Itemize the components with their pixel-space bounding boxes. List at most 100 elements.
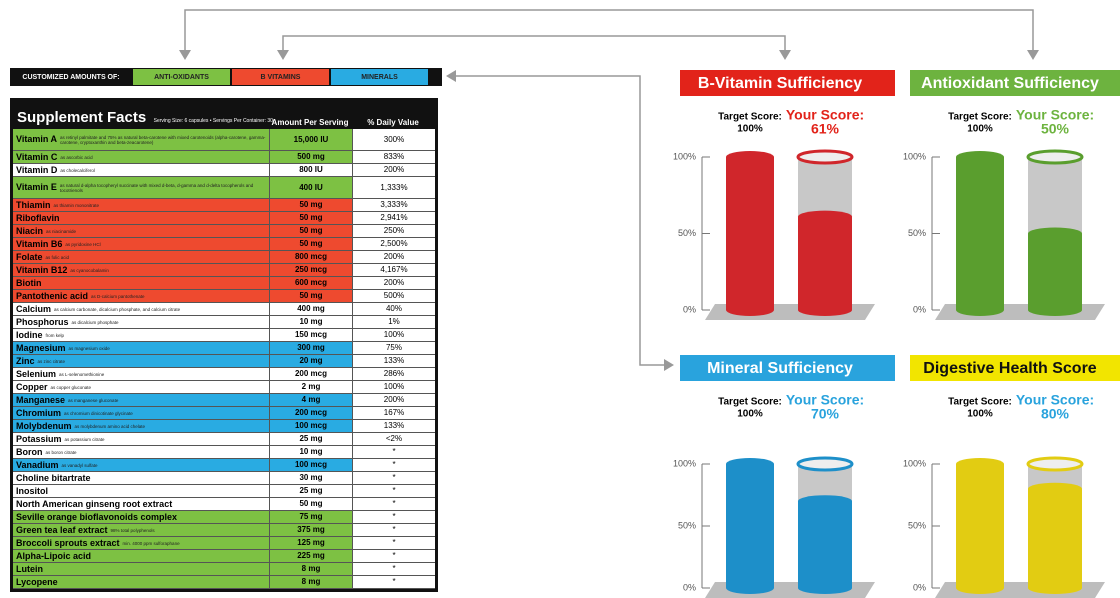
nutrient-cell: Broccoli sprouts extractmin. 4000 ppm su… [13, 537, 269, 549]
score-cylinder-cap [798, 495, 852, 507]
nutrient-note: 98% total polyphenols [111, 528, 155, 533]
nutrient-name: Green tea leaf extract [16, 526, 108, 535]
gauge-title: Digestive Health Score [923, 360, 1097, 377]
score-cylinder [1028, 489, 1082, 588]
glass-rim [798, 458, 852, 470]
amount-cell: 200 mcg [269, 368, 353, 380]
column-header: % Daily Value [351, 118, 435, 127]
nutrient-name: Lutein [16, 565, 43, 574]
nutrient-name: Seville orange bioflavonoids complex [16, 513, 177, 522]
gauge-title: Mineral Sufficiency [707, 360, 853, 377]
nutrient-name: Chromium [16, 409, 61, 418]
amount-cell: 50 mg [269, 290, 353, 302]
daily-value-cell: 75% [353, 342, 435, 354]
amount-cell: 75 mg [269, 511, 353, 523]
connector [185, 10, 1033, 52]
nutrient-cell: Boronas boron citrate [13, 446, 269, 458]
table-row: Vitamin B12as cyanocobalamin250 mcg4,167… [13, 264, 435, 277]
nutrient-name: Choline bitartrate [16, 474, 91, 483]
header-title-cell: Supplement Facts Serving Size: 6 capsule… [13, 109, 269, 127]
score-cylinder-cap [1028, 228, 1082, 240]
tick-label: 0% [913, 582, 926, 592]
nutrient-name: Copper [16, 383, 48, 392]
amount-cell: 8 mg [269, 576, 353, 588]
legend-item: MINERALS [331, 69, 428, 85]
target-value: 100% [967, 409, 993, 420]
daily-value-cell: 3,333% [353, 199, 435, 211]
nutrient-name: Calcium [16, 305, 51, 314]
nutrient-name: Zinc [16, 357, 35, 366]
nutrient-cell: Riboflavin [13, 212, 269, 224]
table-row: Green tea leaf extract98% total polyphen… [13, 524, 435, 537]
table-row: Lycopene8 mg* [13, 576, 435, 589]
nutrient-name: Iodine [16, 331, 43, 340]
nutrient-name: Biotin [16, 279, 42, 288]
nutrient-name: Selenium [16, 370, 56, 379]
target-cylinder-cap [956, 458, 1004, 470]
nutrient-note: as cholecalciferol [60, 168, 95, 173]
nutrient-note: as magnesium oxide [69, 346, 110, 351]
nutrient-name: Vitamin A [16, 135, 57, 144]
table-title: Supplement Facts [17, 109, 146, 126]
score-cylinder [1028, 234, 1082, 311]
nutrient-name: Magnesium [16, 344, 66, 353]
nutrient-name: Inositol [16, 487, 48, 496]
daily-value-cell: 500% [353, 290, 435, 302]
amount-cell: 25 mg [269, 433, 353, 445]
glass-rim [798, 151, 852, 163]
tick-label: 100% [903, 458, 926, 468]
daily-value-cell: 200% [353, 251, 435, 263]
score-value: 50% [1041, 121, 1070, 137]
arrowhead [277, 50, 289, 60]
amount-cell: 500 mg [269, 151, 353, 163]
amount-cell: 50 mg [269, 225, 353, 237]
glass-rim [1028, 151, 1082, 163]
target-cylinder [956, 157, 1004, 310]
daily-value-cell: 2,941% [353, 212, 435, 224]
daily-value-cell: 4,167% [353, 264, 435, 276]
target-label: Target Score: [948, 112, 1012, 123]
tick-label: 100% [903, 151, 926, 161]
daily-value-cell: 200% [353, 277, 435, 289]
tick-label: 0% [683, 582, 696, 592]
amount-cell: 375 mg [269, 524, 353, 536]
supplement-facts-table: Supplement Facts Serving Size: 6 capsule… [10, 98, 438, 592]
amount-cell: 600 mcg [269, 277, 353, 289]
amount-cell: 400 IU [269, 177, 353, 198]
nutrient-cell: Lutein [13, 563, 269, 575]
nutrient-note: as copper gluconate [51, 385, 92, 390]
amount-cell: 50 mg [269, 238, 353, 250]
daily-value-cell: 286% [353, 368, 435, 380]
nutrient-note: as chromium dinicotinate glycinate [64, 411, 133, 416]
amount-cell: 125 mg [269, 537, 353, 549]
nutrient-cell: Choline bitartrate [13, 472, 269, 484]
gauge-panel: Digestive Health ScoreTarget Score:100%Y… [903, 355, 1120, 598]
nutrient-note: as dicalcium phosphate [72, 320, 119, 325]
table-row: Choline bitartrate30 mg* [13, 472, 435, 485]
score-cylinder-cap [798, 211, 852, 223]
nutrient-note: as zinc citrate [38, 359, 66, 364]
target-cylinder [726, 157, 774, 310]
amount-cell: 800 mcg [269, 251, 353, 263]
nutrient-note: as D-calcium pantothenate [91, 294, 145, 299]
amount-cell: 800 IU [269, 164, 353, 176]
table-row: Chromiumas chromium dinicotinate glycina… [13, 407, 435, 420]
gauge-panel: B-Vitamin SufficiencyTarget Score:100%Yo… [673, 70, 895, 320]
table-row: Niacinas niacinamide50 mg250% [13, 225, 435, 238]
arrowhead [446, 70, 456, 82]
tick-label: 50% [678, 228, 696, 238]
nutrient-name: Riboflavin [16, 214, 60, 223]
nutrient-note: as thiamin mononitrate [54, 203, 100, 208]
glass-rim [1028, 458, 1082, 470]
